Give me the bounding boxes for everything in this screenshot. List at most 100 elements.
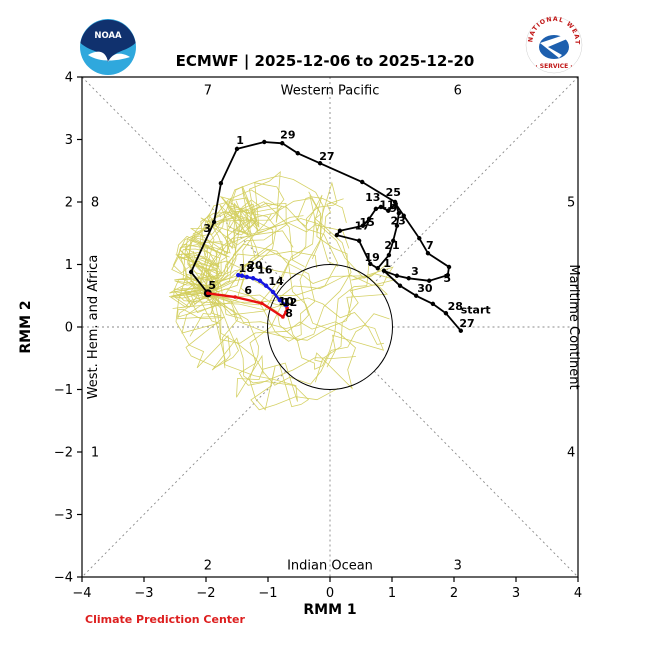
forecast-week2-point	[257, 278, 263, 283]
x-tick-label: 2	[450, 586, 458, 601]
date-label: 23	[391, 215, 406, 228]
phase-number-label: 2	[204, 559, 212, 574]
observed-point	[386, 252, 392, 258]
phase-number-label: 7	[204, 84, 212, 99]
ensemble-member-line	[189, 199, 272, 297]
observed-point	[413, 293, 419, 298]
date-label: 13	[365, 191, 380, 204]
date-label: 7	[426, 239, 434, 252]
date-label: 25	[386, 186, 401, 199]
observed-point	[334, 232, 340, 238]
phase-number-label: 1	[91, 446, 99, 461]
forecast-week1-point	[284, 310, 288, 314]
date-label: start	[461, 303, 491, 316]
y-tick-label: 4	[65, 71, 73, 86]
observed-point	[445, 272, 450, 278]
date-label: 20	[247, 259, 263, 272]
ensemble-member-line	[176, 205, 283, 297]
y-tick-label: −4	[54, 571, 73, 586]
region-label: Western Pacific	[281, 84, 380, 99]
phase-guide-line	[81, 370, 287, 578]
date-label: 3	[411, 265, 419, 278]
date-label: 8	[285, 307, 293, 320]
noaa-gull-icon	[88, 51, 130, 62]
noaa-logo: NOAA	[80, 19, 136, 75]
x-axis-title: RMM 1	[303, 602, 356, 618]
date-label: 21	[384, 239, 399, 252]
date-label: 9	[389, 202, 397, 215]
x-tick-label: −4	[72, 586, 91, 601]
phase-guide-line	[373, 370, 579, 578]
x-tick-label: 1	[388, 586, 396, 601]
observed-point	[394, 273, 400, 278]
observed-point	[218, 181, 224, 186]
nws-logo-bottom-text: · SERVICE ·	[535, 63, 572, 70]
ensemble-member-line	[192, 210, 277, 296]
phase-guide-line	[373, 76, 579, 284]
date-label: 3	[203, 222, 211, 235]
page-title: ECMWF | 2025-12-06 to 2025-12-20	[175, 52, 475, 70]
observed-point	[446, 264, 452, 270]
x-tick-label: −2	[196, 586, 215, 601]
nws-logo: NATIONAL WEATHER · SERVICE ·	[525, 16, 583, 74]
observed-point	[406, 276, 411, 281]
ensemble-member-line	[169, 260, 246, 307]
forecast-week2-point	[263, 283, 269, 288]
observed-point	[394, 223, 400, 228]
observed-point	[337, 228, 343, 233]
phase-guide-line	[81, 76, 287, 284]
observed-point	[373, 206, 379, 212]
x-tick-label: −3	[134, 586, 153, 601]
date-label: 12	[282, 296, 297, 309]
date-label: 5	[208, 279, 216, 292]
observed-point	[356, 238, 362, 243]
date-label: 1	[236, 134, 244, 147]
y-tick-label: 3	[65, 133, 73, 148]
date-label: 14	[268, 275, 284, 288]
phase-number-label: 5	[567, 196, 575, 211]
forecast-week2-point	[236, 272, 241, 278]
ensemble-member-line	[209, 293, 298, 402]
observed-point	[234, 146, 240, 152]
x-tick-label: 0	[326, 586, 334, 601]
observed-point	[317, 161, 323, 166]
observed-point	[188, 269, 194, 275]
date-label: 29	[280, 128, 295, 141]
phase-number-label: 6	[454, 84, 462, 99]
y-tick-label: −2	[54, 446, 73, 461]
date-label: 6	[244, 284, 252, 297]
date-label: 10	[278, 295, 294, 308]
forecast-week1-point	[233, 295, 237, 299]
nws-bird-icon	[540, 35, 567, 58]
forecast-week2-point	[250, 276, 256, 281]
observed-point	[366, 216, 372, 222]
observed-point	[211, 219, 217, 225]
ensemble-member-line	[175, 248, 231, 369]
observed-point	[375, 266, 380, 271]
y-tick-label: 2	[65, 196, 73, 211]
x-tick-label: −1	[258, 586, 277, 601]
observed-point	[425, 251, 431, 256]
phase-guide-lines	[81, 76, 579, 578]
noaa-logo-top-shape	[80, 19, 136, 63]
date-label: 5	[443, 272, 451, 285]
forecast-week2-point	[270, 289, 276, 295]
forecast-week2-point	[239, 273, 245, 278]
forecast-week1-point	[206, 291, 210, 296]
observed-point	[378, 204, 384, 210]
observed-point	[360, 179, 365, 185]
date-label: 1	[383, 257, 391, 270]
forecast-week2-point	[277, 297, 282, 303]
y-tick-label: 0	[65, 321, 73, 336]
observed-line	[190, 141, 462, 332]
date-label: 16	[257, 263, 273, 276]
noaa-logo-text: NOAA	[94, 31, 122, 41]
observed-point	[280, 141, 285, 146]
y-axis-title: RMM 2	[18, 300, 34, 353]
date-label: 17	[355, 220, 370, 233]
observed-point	[427, 278, 432, 283]
observed-point	[401, 213, 406, 218]
date-label: 15	[360, 216, 375, 229]
